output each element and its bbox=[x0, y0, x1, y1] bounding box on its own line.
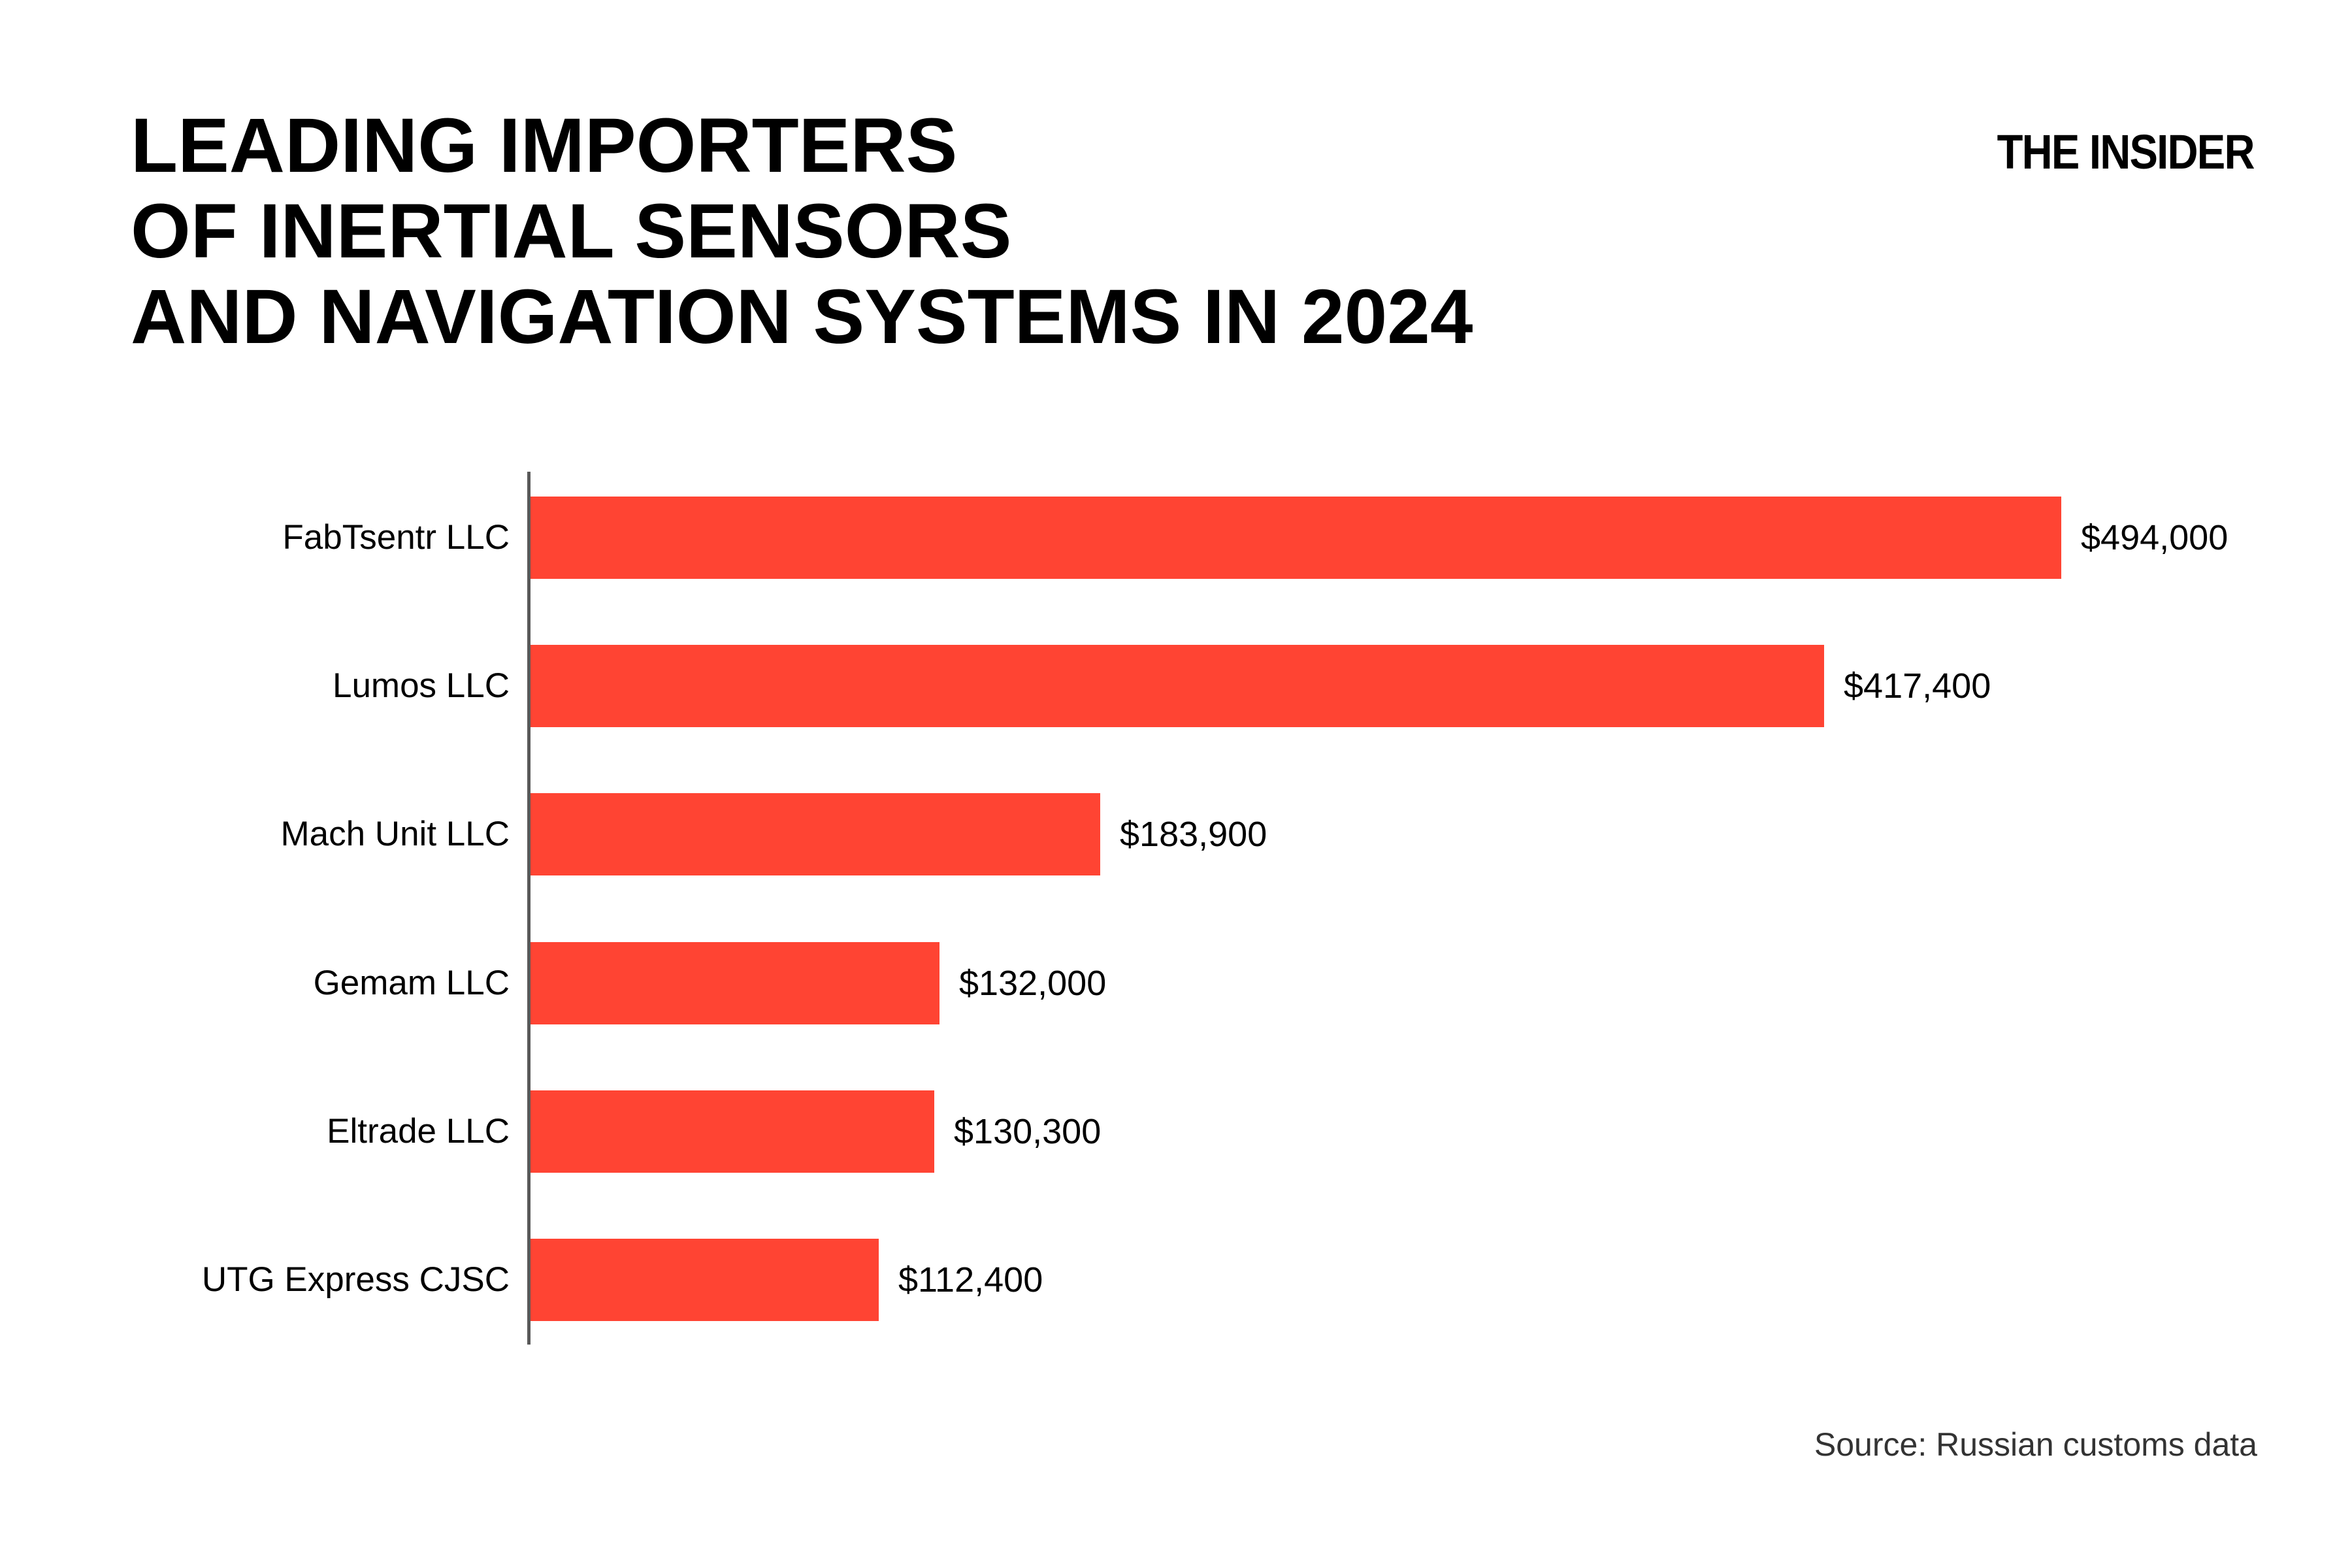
chart-title: LEADING IMPORTERS OF INERTIAL SENSORS AN… bbox=[131, 103, 1473, 360]
chart-title-line-2: OF INERTIAL SENSORS bbox=[131, 188, 1012, 274]
category-label: FabTsentr LLC bbox=[282, 518, 510, 557]
value-label: $112,400 bbox=[898, 1260, 1043, 1299]
category-label: Eltrade LLC bbox=[327, 1112, 510, 1151]
category-label: UTG Express CJSC bbox=[201, 1260, 510, 1299]
category-label: Mach Unit LLC bbox=[280, 815, 510, 853]
value-label: $132,000 bbox=[959, 964, 1107, 1003]
source-note: Source: Russian customs data bbox=[1814, 1426, 2257, 1463]
value-label: $183,900 bbox=[1120, 815, 1267, 854]
category-label: Lumos LLC bbox=[332, 666, 510, 705]
value-bar bbox=[531, 645, 1824, 727]
value-bar bbox=[531, 1239, 879, 1321]
value-bar bbox=[531, 793, 1100, 875]
value-bar bbox=[531, 1090, 934, 1173]
chart-title-line-1: LEADING IMPORTERS bbox=[131, 103, 958, 189]
brand-logo: THE INSIDER bbox=[1997, 125, 2255, 179]
value-label: $130,300 bbox=[954, 1112, 1102, 1151]
value-bar bbox=[531, 497, 2061, 579]
y-axis-line bbox=[527, 472, 531, 1345]
value-label: $494,000 bbox=[2081, 518, 2229, 557]
value-label: $417,400 bbox=[1844, 666, 1991, 706]
chart-title-line-3: AND NAVIGATION SYSTEMS IN 2024 bbox=[131, 274, 1473, 360]
value-bar bbox=[531, 942, 939, 1024]
category-label: Gemam LLC bbox=[313, 964, 510, 1002]
